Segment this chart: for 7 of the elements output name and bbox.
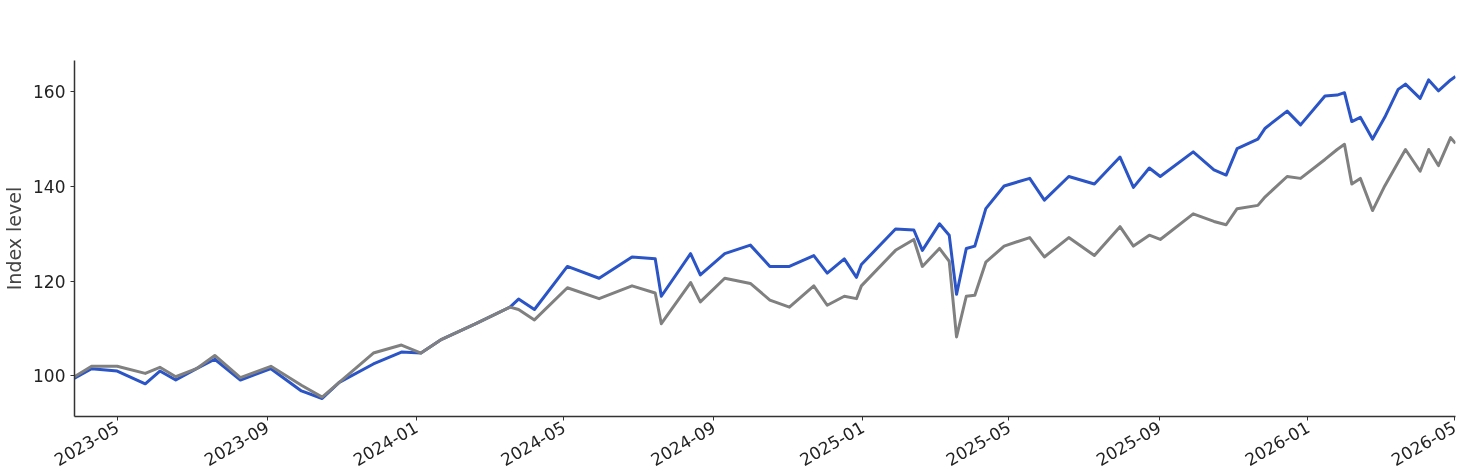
y-axis-title: Index level [3, 186, 26, 291]
y-tick-label: 160 [33, 82, 66, 103]
line-series [74, 136, 1456, 399]
line-series [74, 75, 1456, 401]
y-tick-label: 100 [33, 366, 66, 387]
y-tick-label: 120 [33, 271, 66, 292]
y-tick-label: 140 [33, 176, 66, 197]
